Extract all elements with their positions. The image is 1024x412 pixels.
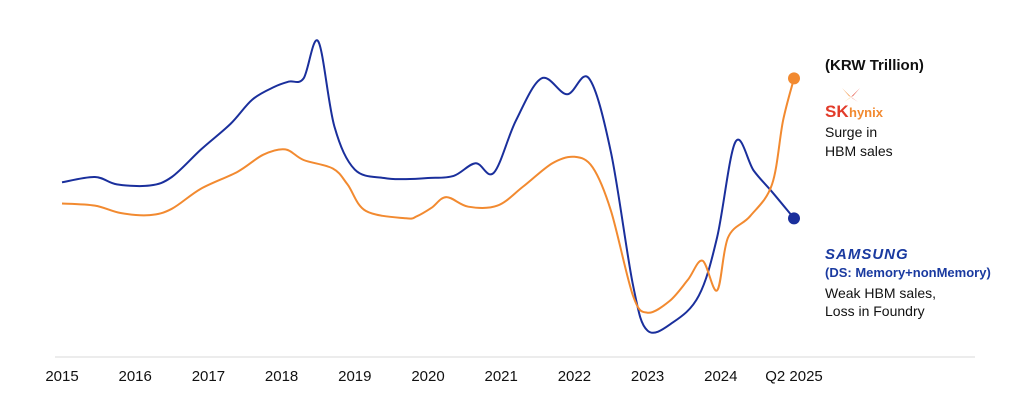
series-lines: [61, 39, 800, 334]
series-line-sk-hynix: [61, 78, 795, 314]
x-tick-label: 2015: [45, 368, 78, 385]
x-tick-label: 2020: [411, 368, 444, 385]
x-tick-label: Q2 2025: [765, 368, 823, 385]
unit-label: (KRW Trillion): [825, 57, 924, 74]
samsung-note-line-1: Weak HBM sales,: [825, 285, 936, 301]
x-tick-label: 2024: [704, 368, 737, 385]
sk-hynix-logo: SK hynix: [825, 88, 884, 121]
series-line-samsung: [61, 39, 795, 334]
sk-hynix-annotation: SK hynix Surge in HBM sales: [825, 88, 893, 159]
sk-logo-sub: hynix: [849, 105, 884, 120]
samsung-logo: SAMSUNG: [825, 246, 909, 263]
samsung-sub-label: (DS: Memory+nonMemory): [825, 265, 991, 280]
x-tick-label: 2023: [631, 368, 664, 385]
sk-logo-main: SK: [825, 102, 849, 121]
samsung-annotation: SAMSUNG (DS: Memory+nonMemory) Weak HBM …: [825, 246, 991, 319]
sk-butterfly-icon: [842, 88, 860, 102]
series-end-marker-sk-hynix: [788, 72, 800, 85]
x-axis-ticks: 2015 2016 2017 2018 2019 2020 2021 2022 2023 2024…: [45, 368, 822, 385]
x-tick-label: 2017: [192, 368, 225, 385]
series-end-marker-samsung: [788, 212, 800, 225]
samsung-note-line-2: Loss in Foundry: [825, 303, 925, 319]
x-tick-label: 2021: [485, 368, 518, 385]
x-tick-label: 2019: [338, 368, 371, 385]
sk-note-line-2: HBM sales: [825, 143, 893, 159]
sk-note-line-1: Surge in: [825, 124, 877, 140]
x-tick-label: 2022: [558, 368, 591, 385]
x-tick-label: 2018: [265, 368, 298, 385]
x-tick-label: 2016: [119, 368, 152, 385]
